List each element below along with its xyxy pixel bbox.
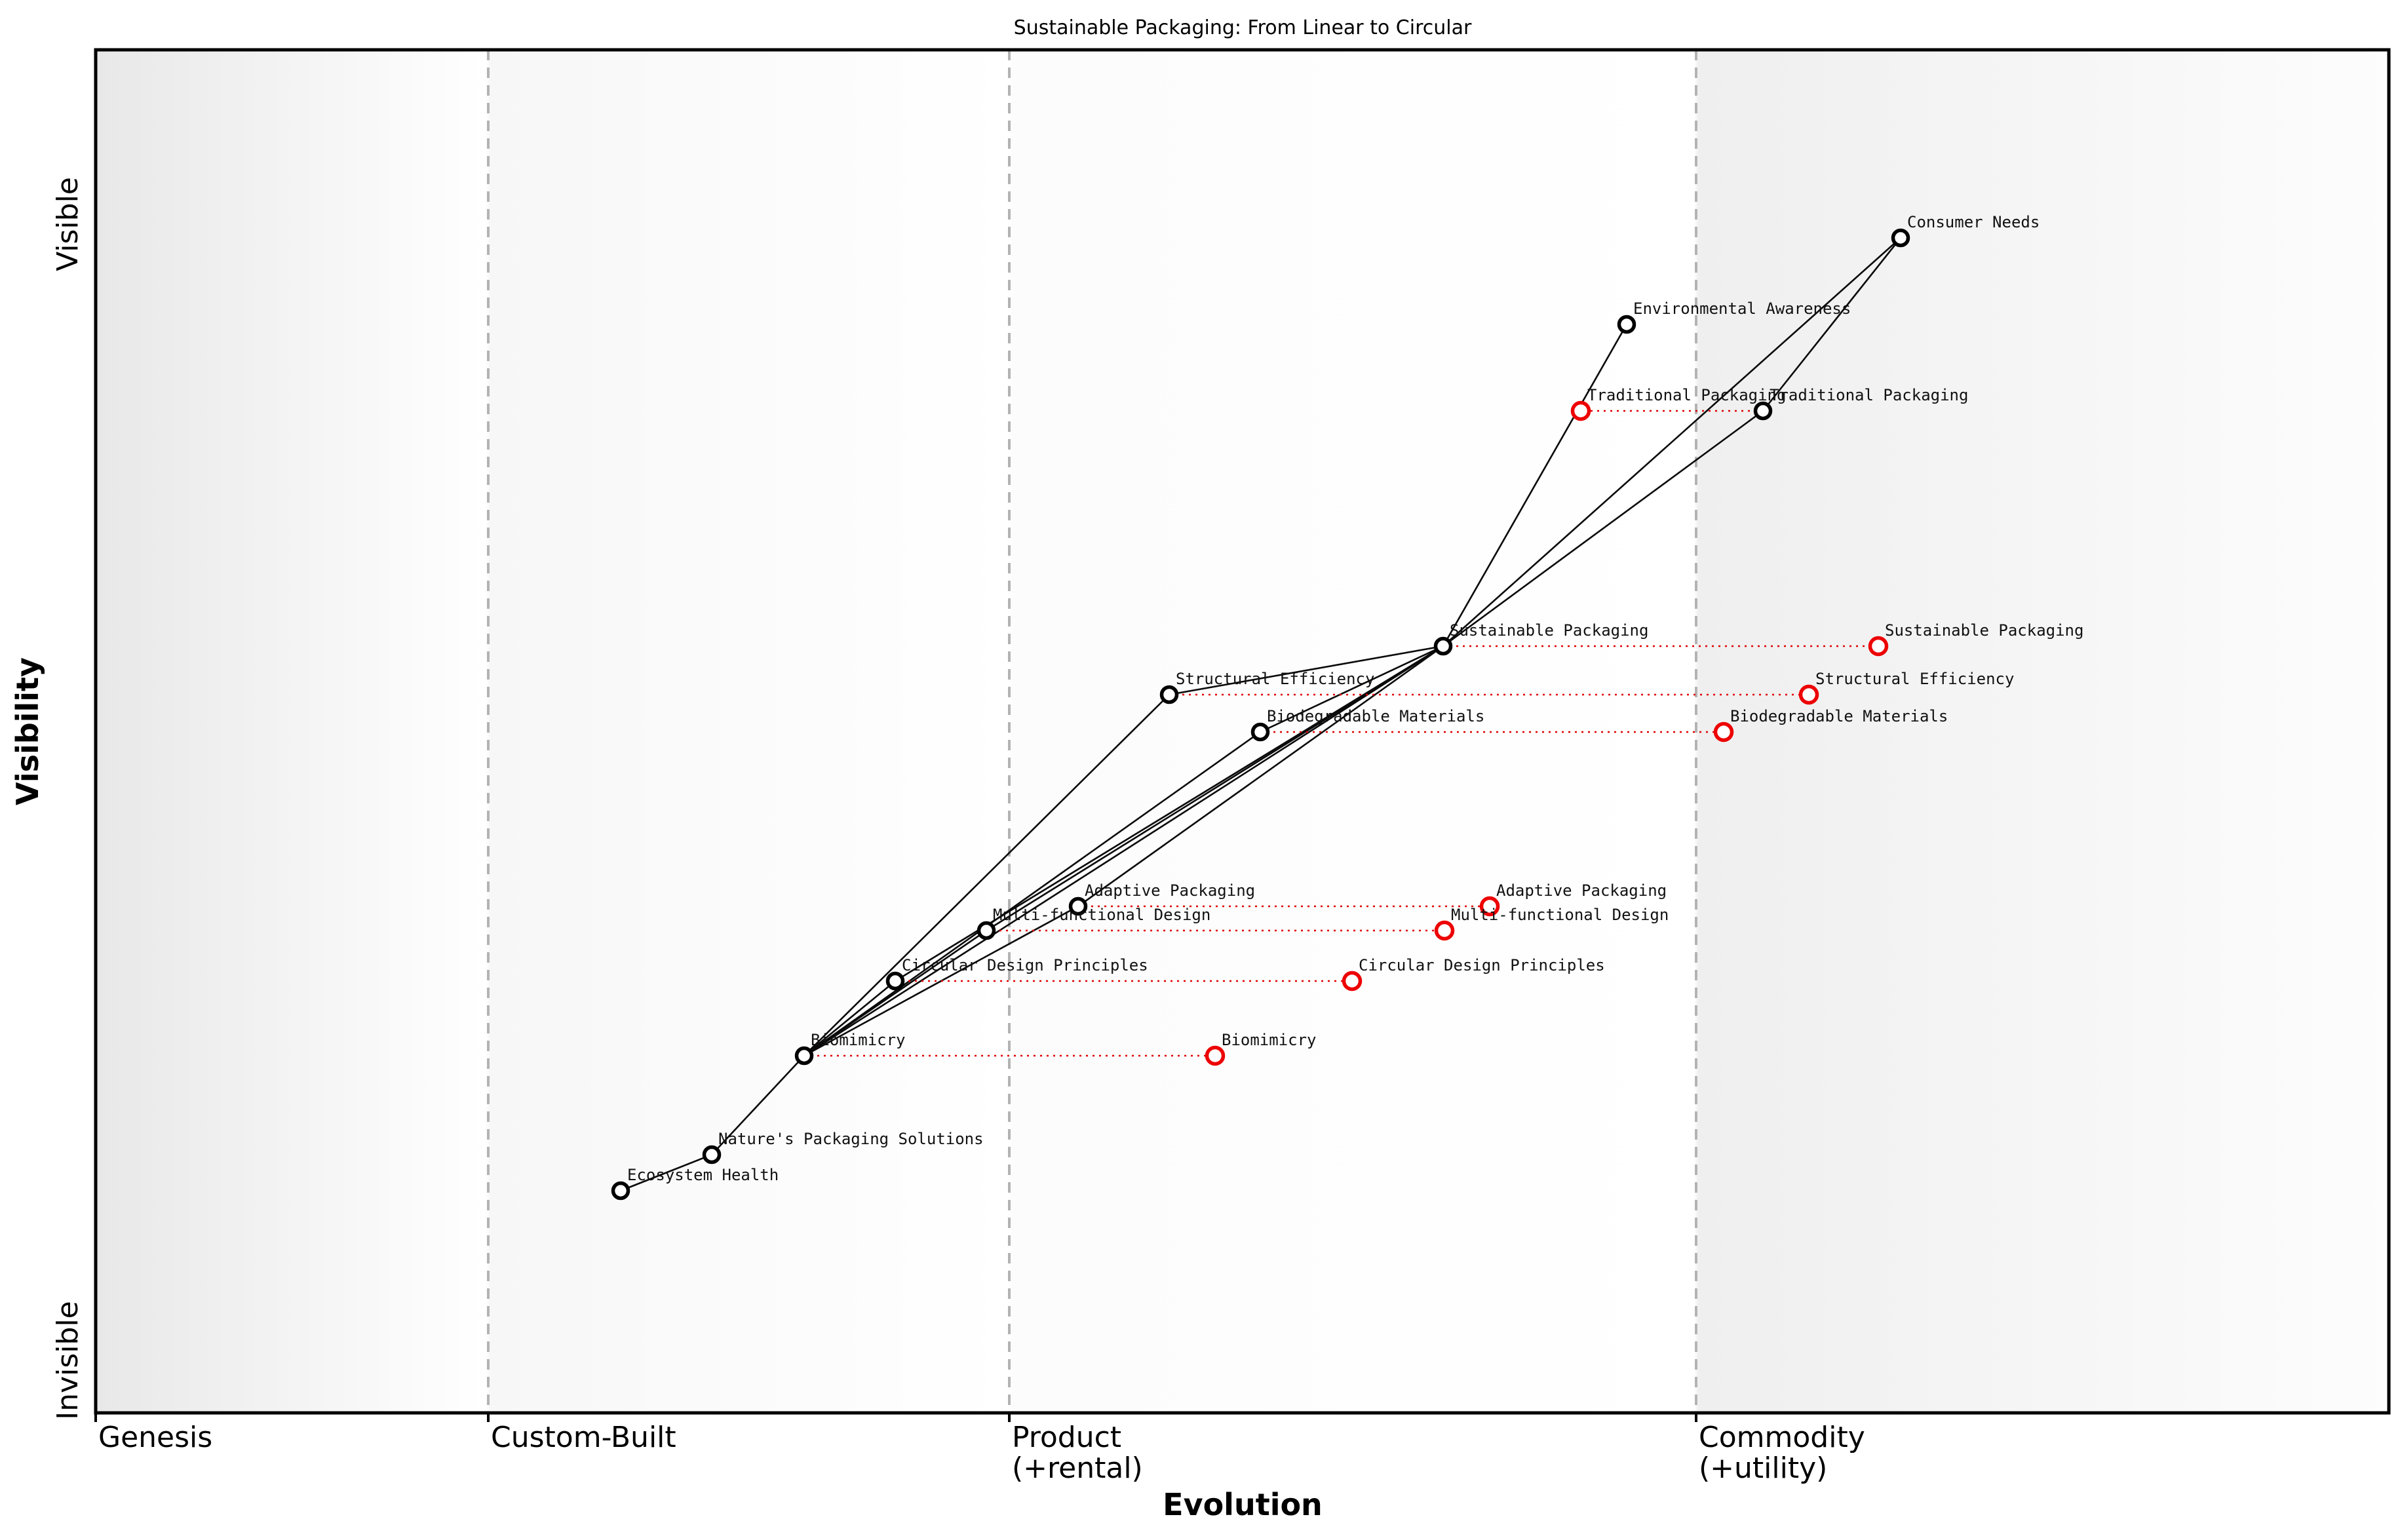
plot-background bbox=[96, 50, 2389, 1413]
edge-multi-functional-design--sustainable-packaging bbox=[986, 645, 1444, 932]
map-node-label-adaptive-packaging-evolved: Adaptive Packaging bbox=[1496, 881, 1667, 900]
map-node-label-ecosystem-health: Ecosystem Health bbox=[627, 1166, 779, 1184]
edge-biomimicry--structural-efficiency bbox=[803, 694, 1170, 1056]
map-node-biodegradable-materials-evolved bbox=[1713, 722, 1734, 742]
map-node-label-consumer-needs: Consumer Needs bbox=[1907, 213, 2040, 231]
map-node-sustainable-packaging-evolved bbox=[1868, 636, 1889, 657]
stage-label-commodity: Commodity (+utility) bbox=[1699, 1421, 1865, 1485]
map-node-multi-functional-design bbox=[977, 921, 996, 940]
map-node-environmental-awareness bbox=[1617, 315, 1636, 334]
edge-environmental-awareness--sustainable-packaging bbox=[1442, 324, 1628, 647]
map-node-multi-functional-design-evolved bbox=[1434, 920, 1455, 941]
stage-label-product: Product (+rental) bbox=[1012, 1421, 1143, 1485]
map-node-biodegradable-materials bbox=[1250, 722, 1270, 742]
edge-consumer-needs--sustainable-packaging bbox=[1442, 237, 1901, 647]
map-node-consumer-needs bbox=[1891, 228, 1910, 248]
map-node-adaptive-packaging bbox=[1068, 896, 1088, 916]
map-node-natures-packaging-solutions bbox=[702, 1145, 722, 1165]
map-node-label-sustainable-packaging-evolved: Sustainable Packaging bbox=[1885, 621, 2083, 640]
map-node-adaptive-packaging-evolved bbox=[1479, 896, 1500, 917]
map-node-traditional-packaging bbox=[1753, 401, 1773, 421]
map-node-label-circular-design-principles-evolved: Circular Design Principles bbox=[1359, 956, 1605, 974]
edge-traditional-packaging--sustainable-packaging bbox=[1442, 410, 1764, 647]
map-node-label-multi-functional-design-evolved: Multi-functional Design bbox=[1451, 906, 1669, 924]
y-axis-top-label: Visible bbox=[51, 177, 85, 271]
stage-label-custom-built: Custom-Built bbox=[491, 1421, 676, 1454]
map-node-label-multi-functional-design: Multi-functional Design bbox=[993, 906, 1210, 924]
map-node-label-biomimicry: Biomimicry bbox=[811, 1031, 906, 1049]
map-node-circular-design-principles bbox=[885, 971, 905, 991]
edge-structural-efficiency--sustainable-packaging bbox=[1169, 645, 1444, 696]
map-node-label-biodegradable-materials-evolved: Biodegradable Materials bbox=[1730, 707, 1948, 725]
stage-label-genesis: Genesis bbox=[98, 1421, 212, 1454]
plot-frame bbox=[94, 48, 2391, 1415]
chart-title: Sustainable Packaging: From Linear to Ci… bbox=[1014, 16, 1472, 39]
map-node-label-traditional-packaging: Traditional Packaging bbox=[1770, 386, 1968, 404]
map-node-label-traditional-packaging-evolved: Traditional Packaging bbox=[1587, 386, 1786, 404]
x-axis-title: Evolution bbox=[1163, 1487, 1323, 1522]
map-node-structural-efficiency bbox=[1159, 685, 1179, 704]
map-node-sustainable-packaging bbox=[1433, 636, 1453, 656]
y-axis-bottom-label: Invisible bbox=[51, 1301, 85, 1420]
edge-biomimicry--circular-design-principles bbox=[803, 980, 896, 1057]
y-axis-title: Visibility bbox=[10, 657, 45, 805]
edge-ecosystem-health--natures-packaging-solutions bbox=[620, 1153, 712, 1192]
edge-natures-packaging-solutions--biomimicry bbox=[711, 1055, 805, 1155]
edge-biomimicry--biodegradable-materials bbox=[803, 731, 1261, 1057]
map-node-label-structural-efficiency-evolved: Structural Efficiency bbox=[1815, 670, 2014, 688]
map-node-label-environmental-awareness: Environmental Awareness bbox=[1633, 299, 1851, 318]
edge-consumer-needs--traditional-packaging bbox=[1762, 237, 1902, 412]
map-node-structural-efficiency-evolved bbox=[1798, 684, 1819, 705]
map-node-label-structural-efficiency: Structural Efficiency bbox=[1176, 670, 1374, 688]
edge-adaptive-packaging--sustainable-packaging bbox=[1077, 645, 1444, 908]
map-node-label-adaptive-packaging: Adaptive Packaging bbox=[1085, 881, 1255, 900]
map-node-label-natures-packaging-solutions: Nature's Packaging Solutions bbox=[718, 1130, 984, 1148]
map-node-ecosystem-health bbox=[611, 1181, 630, 1201]
map-node-label-circular-design-principles: Circular Design Principles bbox=[902, 956, 1148, 974]
map-node-biomimicry bbox=[794, 1046, 814, 1066]
map-node-circular-design-principles-evolved bbox=[1342, 971, 1363, 991]
edge-biodegradable-materials--sustainable-packaging bbox=[1260, 645, 1444, 733]
map-node-label-biodegradable-materials: Biodegradable Materials bbox=[1267, 707, 1484, 725]
map-node-traditional-packaging-evolved bbox=[1570, 400, 1591, 421]
edge-biomimicry--sustainable-packaging bbox=[803, 645, 1444, 1057]
map-node-label-sustainable-packaging: Sustainable Packaging bbox=[1450, 621, 1648, 640]
map-node-biomimicry-evolved bbox=[1205, 1045, 1226, 1066]
map-node-label-biomimicry-evolved: Biomimicry bbox=[1222, 1031, 1317, 1049]
